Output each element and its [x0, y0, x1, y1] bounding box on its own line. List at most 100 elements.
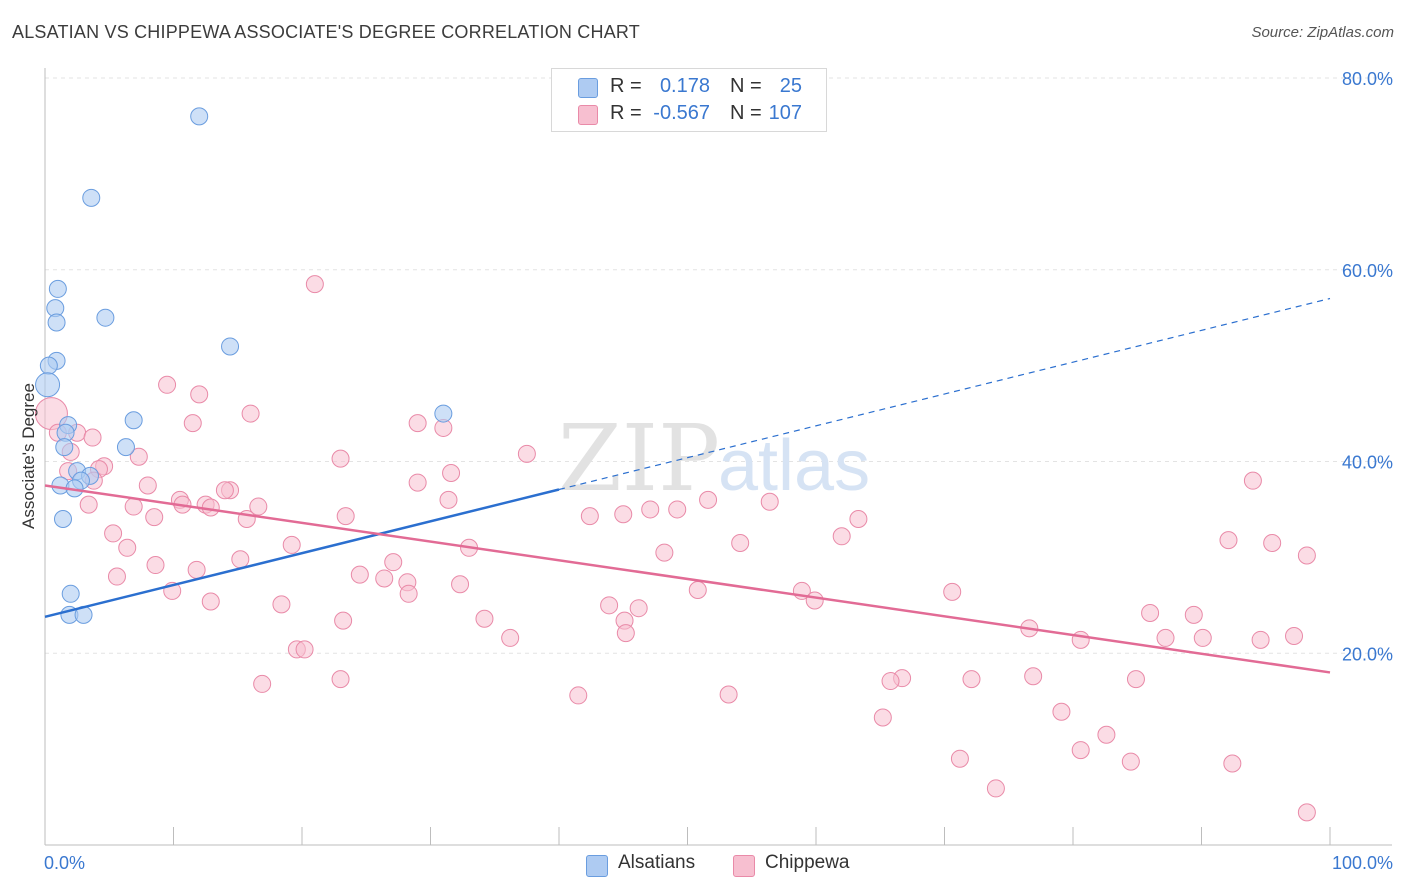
tick-labels: 20.0% 40.0% 60.0% 80.0% 0.0% 100.0% [44, 69, 1393, 873]
chippewa-point [1243, 471, 1262, 490]
chippewa-point [1121, 752, 1140, 771]
chippewa-point [1219, 531, 1238, 550]
chippewa-points [34, 275, 1316, 822]
grid-lines [45, 77, 1392, 654]
watermark-zip: ZIP [558, 405, 720, 512]
alsatians-point [48, 279, 67, 298]
chart-title: ALSATIAN VS CHIPPEWA ASSOCIATE'S DEGREE … [12, 22, 640, 42]
chippewa-point [408, 473, 427, 492]
chippewa-point [1285, 626, 1304, 645]
legend-r-value: 0.178 [659, 75, 710, 97]
y-tick-label: 80.0% [1342, 69, 1393, 89]
y-axis-label: Associate's Degree [19, 383, 38, 529]
chippewa-point [331, 449, 350, 468]
chippewa-point [118, 538, 137, 557]
chippewa-point [442, 464, 461, 483]
legend-r-label: R = [610, 102, 642, 124]
chippewa-point [138, 476, 157, 495]
chippewa-point [1126, 670, 1145, 689]
alsatians-trend-extension [558, 297, 1331, 491]
trend-lines [44, 297, 1331, 674]
chippewa-point [145, 508, 164, 527]
legend-n-value: 25 [779, 75, 802, 97]
chippewa-point [719, 685, 738, 704]
alsatians-point [53, 510, 72, 529]
chippewa-point [249, 497, 268, 516]
alsatians-point [190, 107, 209, 126]
chippewa-legend-swatch [733, 855, 755, 877]
legend-r-label: R = [610, 75, 642, 97]
chippewa-point [580, 507, 599, 526]
chippewa-point [1156, 628, 1175, 647]
chippewa-point [1223, 754, 1242, 773]
alsatians-trend-line [44, 488, 560, 619]
chippewa-point [375, 569, 394, 588]
chippewa-point [668, 500, 687, 519]
legend-n-label: N = [730, 102, 762, 124]
y-tick-label: 20.0% [1342, 644, 1393, 664]
chippewa-point [215, 481, 234, 500]
chippewa-point [1052, 702, 1071, 721]
chippewa-point [1297, 546, 1316, 565]
alsatians-point [434, 404, 453, 423]
alsatians-point [47, 313, 66, 332]
alsatians-point [61, 584, 80, 603]
chippewa-swatch [578, 105, 598, 125]
correlation-legend: R = 0.178 N = 25 R = -0.567 N = 107 [551, 68, 827, 132]
chippewa-point [616, 624, 635, 643]
y-tick-label: 40.0% [1342, 453, 1393, 473]
chippewa-point [475, 609, 494, 628]
chippewa-point [190, 385, 209, 404]
chippewa-point [183, 414, 202, 433]
watermark-atlas: atlas [718, 426, 870, 506]
alsatians-point [124, 411, 143, 430]
chippewa-point [399, 584, 418, 603]
chippewa-point [107, 567, 126, 586]
chippewa-trend-line [44, 484, 1331, 674]
chippewa-point [336, 507, 355, 526]
chippewa-point [201, 592, 220, 611]
chippewa-point [124, 497, 143, 516]
chippewa-point [1263, 533, 1282, 552]
chippewa-point [272, 595, 291, 614]
chippewa-point [104, 524, 123, 543]
alsatians-swatch [578, 78, 598, 98]
chippewa-point [334, 611, 353, 630]
chippewa-point [569, 686, 588, 705]
chippewa-point [1251, 630, 1270, 649]
chippewa-point [641, 500, 660, 519]
chippewa-point [986, 779, 1005, 798]
chippewa-point [600, 596, 619, 615]
legend-r-value: -0.567 [653, 102, 710, 124]
legend-n-value: 107 [768, 102, 802, 124]
chippewa-point [629, 599, 648, 618]
axes [44, 68, 1392, 846]
chippewa-point [331, 670, 350, 689]
chippewa-point [501, 628, 520, 647]
chippewa-point [1071, 741, 1090, 760]
x-tick-label: 100.0% [1332, 853, 1393, 873]
y-tick-label: 60.0% [1342, 261, 1393, 281]
chippewa-point [950, 749, 969, 768]
chippewa-point [832, 527, 851, 546]
chippewa-point [688, 580, 707, 599]
chippewa-point [295, 640, 314, 659]
chippewa-point [849, 510, 868, 529]
alsatians-legend-swatch [586, 855, 608, 877]
chippewa-point [350, 565, 369, 584]
chippewa-point [305, 275, 324, 294]
chippewa-point [241, 404, 260, 423]
alsatians-legend-label: Alsatians [618, 852, 696, 873]
alsatians-point [221, 337, 240, 356]
chippewa-point [79, 495, 98, 514]
alsatians-point [116, 438, 135, 457]
alsatians-point [96, 308, 115, 327]
chippewa-point [1193, 628, 1212, 647]
alsatians-point [55, 438, 74, 457]
chippewa-point [962, 670, 981, 689]
alsatians-point [82, 188, 101, 207]
chippewa-point [731, 533, 750, 552]
chippewa-point [253, 674, 272, 693]
chippewa-point [146, 556, 165, 575]
